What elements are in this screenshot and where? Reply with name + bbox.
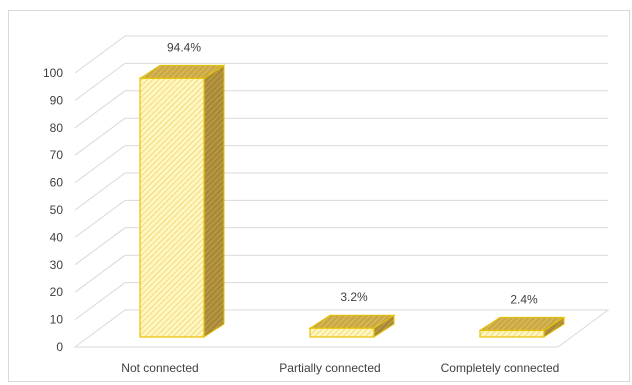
y-tick-label: 80 — [50, 121, 64, 135]
y-tick-label: 10 — [50, 313, 64, 327]
y-tick-label: 0 — [56, 340, 63, 354]
y-tick-label: 90 — [50, 93, 64, 107]
y-tick-label: 50 — [50, 203, 64, 217]
chart-floor — [73, 309, 610, 348]
gridline-side — [74, 145, 126, 184]
bar-2 — [308, 314, 396, 338]
gridline-side — [74, 62, 126, 101]
y-tick-label: 30 — [50, 258, 64, 272]
y-tick-label: 100 — [43, 66, 63, 80]
gridline-side — [74, 117, 126, 156]
data-label: 94.4% — [167, 40, 201, 54]
y-tick-label: 70 — [50, 148, 64, 162]
y-tick-label: 60 — [50, 176, 64, 190]
x-category-label: Completely connected — [441, 361, 560, 375]
gridline-side — [74, 199, 126, 238]
y-tick-label: 40 — [50, 230, 64, 244]
y-axis-ticks: 0 10 20 30 40 50 60 70 80 90 100 — [43, 66, 63, 354]
gridline-side — [74, 282, 126, 321]
bar-front — [309, 327, 375, 338]
gridline-side — [74, 172, 126, 211]
gridline-side — [74, 35, 126, 74]
bar-side — [203, 64, 225, 338]
x-category-label: Not connected — [121, 361, 198, 375]
data-labels: 94.4% 3.2% 2.4% — [167, 40, 538, 306]
data-label: 3.2% — [340, 290, 368, 304]
x-axis-categories: Not connected Partially connected Complete… — [121, 361, 559, 375]
bars — [138, 64, 566, 338]
y-tick-label: 20 — [50, 285, 64, 299]
bar-1 — [138, 64, 226, 338]
bar-front — [139, 77, 205, 338]
data-label: 2.4% — [510, 292, 538, 306]
gridline-side — [74, 227, 126, 266]
gridline-side — [74, 254, 126, 293]
bar-3 — [478, 316, 566, 338]
bar-front — [479, 329, 545, 338]
floor-plane — [73, 309, 610, 348]
gridline-side — [74, 90, 126, 129]
x-category-label: Partially connected — [279, 361, 380, 375]
